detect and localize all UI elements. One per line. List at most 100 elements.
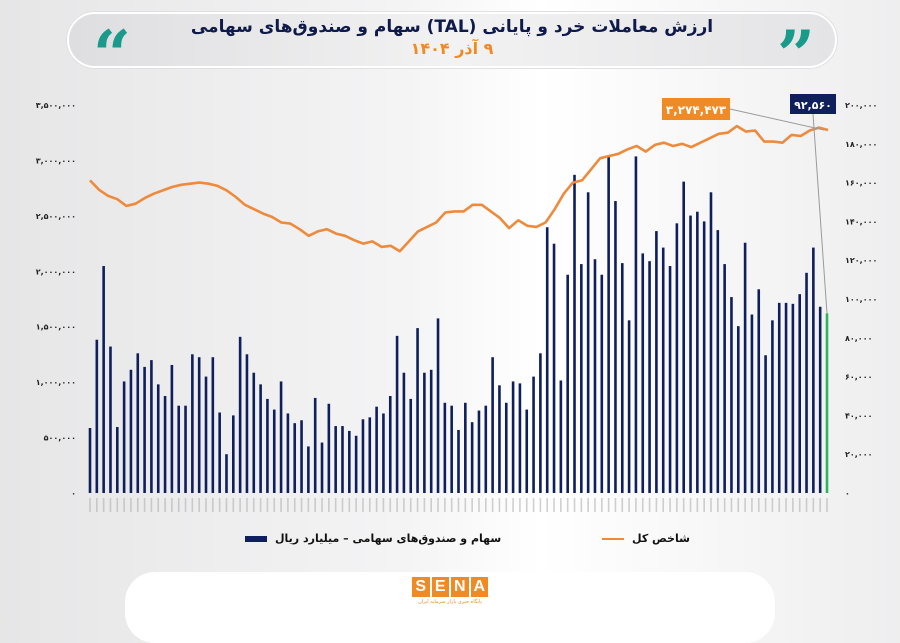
- x-tick-label: [471, 498, 473, 512]
- x-tick-label: [778, 498, 781, 512]
- x-tick-label: [273, 498, 276, 512]
- bar: [122, 381, 126, 493]
- bar: [593, 259, 597, 493]
- bar: [730, 297, 733, 493]
- bar: [723, 264, 726, 493]
- bar: [436, 318, 440, 493]
- bar: [361, 419, 365, 493]
- x-tick-label: [212, 498, 214, 512]
- x-tick-label: [396, 498, 398, 512]
- bar: [211, 357, 215, 493]
- x-tick-label: [109, 498, 112, 512]
- right-axis: ۰ ۲۰,۰۰۰ ۴۰,۰۰۰ ۶۰,۰۰۰ ۸۰,۰۰۰ ۱۰۰,۰۰۰ ۱۲۰,۰۰۰ ۱…: [845, 101, 877, 498]
- x-tick-label: [157, 498, 160, 512]
- x-tick-label: [334, 498, 337, 512]
- x-tick-label: [457, 498, 460, 512]
- bar: [191, 354, 194, 493]
- x-tick-label: [498, 498, 501, 512]
- x-tick-label: [232, 498, 235, 512]
- x-tick-label: [341, 498, 344, 512]
- bar: [307, 446, 310, 493]
- x-tick-label: [355, 498, 357, 512]
- line-callout-leader: [729, 108, 825, 131]
- bar: [156, 384, 160, 493]
- x-tick-label: [96, 498, 98, 512]
- x-tick-label: [553, 498, 555, 512]
- x-tick-label: [130, 498, 132, 512]
- bar: [88, 428, 92, 493]
- bar: [232, 415, 235, 493]
- x-tick-label: [648, 498, 651, 512]
- combo-chart: ۰ ۵۰۰,۰۰۰ ۱,۰۰۰,۰۰۰ ۱,۵۰۰,۰۰۰ ۲,۰۰۰,۰۰۰ ۲,۵۰۰…: [36, 94, 877, 512]
- bar: [607, 155, 610, 493]
- bar: [313, 397, 317, 493]
- x-tick-label: [423, 498, 426, 512]
- bar: [702, 221, 706, 493]
- right-axis-tick: ۱۶۰,۰۰۰: [845, 179, 877, 188]
- x-tick-label: [450, 498, 453, 512]
- right-axis-tick: ۰: [845, 489, 850, 498]
- svg-text:۳,۲۷۴,۴۷۳: ۳,۲۷۴,۴۷۳: [666, 103, 727, 117]
- x-tick-label: [293, 498, 296, 512]
- bar: [668, 266, 672, 493]
- x-tick-label: [621, 498, 624, 512]
- bar: [620, 263, 624, 493]
- x-tick-label: [566, 498, 569, 512]
- bar: [279, 381, 283, 493]
- x-tick-label: [478, 498, 480, 512]
- x-tick-label: [525, 498, 528, 512]
- bar: [689, 215, 692, 493]
- logo-tagline: پایگاه خبری بازار سرمایه ایران: [418, 599, 482, 605]
- bar: [791, 303, 795, 493]
- x-tick-label: [143, 498, 146, 512]
- x-tick-label: [321, 498, 323, 512]
- bar: [354, 435, 358, 493]
- bar: [777, 302, 781, 493]
- right-axis-tick: ۱۰۰,۰۰۰: [845, 295, 877, 304]
- bar: [709, 192, 713, 494]
- legend-line-swatch: [602, 537, 624, 540]
- line-series: [89, 124, 829, 253]
- x-tick-label: [737, 498, 740, 512]
- legend-line: شاخص کل: [602, 532, 690, 545]
- x-tick-label: [573, 498, 576, 512]
- left-axis-tick: ۱,۵۰۰,۰۰۰: [36, 323, 76, 332]
- x-tick-label: [375, 498, 378, 512]
- bar: [696, 211, 699, 493]
- svg-text:۹۲,۵۶۰: ۹۲,۵۶۰: [794, 99, 832, 112]
- x-tick-label: [300, 498, 303, 512]
- bar: [197, 357, 201, 493]
- legend-bars-label: سهام و صندوق‌های سهامی – میلیارد ریال: [275, 532, 502, 545]
- bar: [95, 339, 99, 493]
- x-tick-label: [819, 498, 821, 512]
- bar: [805, 272, 808, 493]
- bar: [484, 405, 488, 493]
- x-tick-label: [239, 498, 241, 512]
- x-axis-labels: [89, 498, 828, 512]
- sena-logo: S E N A پایگاه خبری بازار سرمایه ایران: [412, 577, 488, 605]
- bar: [136, 353, 140, 493]
- bar: [320, 442, 324, 493]
- x-tick-label: [198, 498, 200, 512]
- bar: [464, 402, 467, 493]
- x-tick-label: [792, 498, 794, 512]
- right-axis-tick: ۱۲۰,۰۰۰: [845, 256, 877, 265]
- x-tick-label: [730, 498, 733, 512]
- bar: [409, 398, 413, 493]
- bar: [286, 413, 290, 493]
- bar: [716, 230, 720, 493]
- chart-date: ۹ آذر ۱۴۰۴: [410, 39, 494, 58]
- bar: [163, 396, 167, 493]
- bar: [450, 405, 453, 493]
- legend-bars-swatch: [245, 535, 267, 542]
- bar: [757, 289, 761, 493]
- x-tick-label: [757, 498, 760, 512]
- logo-letter: A: [470, 577, 488, 597]
- bar: [812, 247, 815, 493]
- right-axis-tick: ۸۰,۰۰۰: [845, 334, 872, 343]
- bar: [771, 320, 774, 493]
- x-tick-label: [560, 498, 562, 512]
- bar-last-value-callout: ۹۲,۵۶۰: [790, 94, 836, 114]
- x-tick-label: [484, 498, 487, 512]
- x-tick-label: [785, 498, 787, 512]
